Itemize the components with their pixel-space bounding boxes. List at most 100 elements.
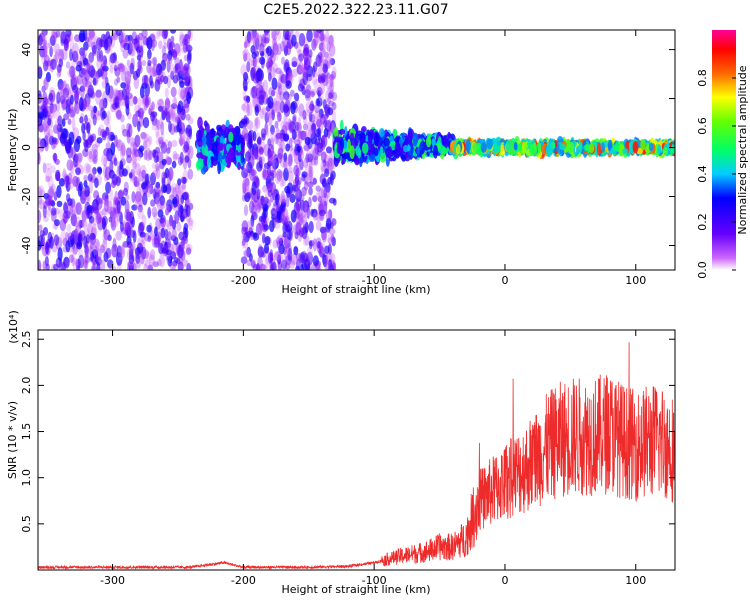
heatmap-cell [280,140,285,152]
heatmap-cell [308,171,313,184]
heatmap-cell [407,131,413,144]
heatmap-cell [173,153,180,160]
heatmap-cell [155,138,162,145]
heatmap-cell [301,186,307,197]
heatmap-cell [304,89,311,99]
heatmap-cell [148,136,153,145]
heatmap-cell [65,83,70,96]
heatmap-cell [105,181,112,194]
heatmap-cell [183,191,190,201]
heatmap-cell [302,71,309,86]
heatmap-cell [103,229,111,241]
heatmap-cell [252,30,257,39]
heatmap-cell [170,105,176,120]
heatmap-cell [273,100,279,112]
heatmap-cell [146,54,151,62]
heatmap-cell [122,49,129,59]
heatmap-cell [107,234,112,242]
heatmap-cell [349,145,355,160]
heatmap-cell [87,222,93,236]
heatmap-cell [578,142,583,153]
heatmap-cell [97,110,102,117]
heatmap-cell [264,257,269,270]
heatmap-cell [93,205,99,216]
heatmap-cell [97,127,102,137]
heatmap-cell [151,238,158,248]
heatmap-cell [271,30,277,39]
heatmap-cell [90,265,96,270]
heatmap-cell [318,82,326,96]
heatmap-cell [279,176,285,188]
heatmap-cell [41,85,46,93]
heatmap-cell [118,63,125,73]
heatmap-cell [240,139,245,151]
heatmap-cell [285,254,292,265]
heatmap-cell [132,142,138,154]
heatmap-cell [166,249,172,256]
heatmap-cell [308,221,314,233]
heatmap-cell [87,173,93,182]
heatmap-cell [134,37,140,51]
heatmap-cell [237,162,241,171]
heatmap-cell [152,169,158,177]
heatmap-cell [187,158,192,169]
heatmap-cell [137,120,141,132]
heatmap-cell [45,71,52,83]
heatmap-cell [55,169,61,182]
y-tick-label: 1.0 [20,469,33,487]
heatmap-cell [299,159,304,171]
heatmap-cell [276,170,283,179]
heatmap-cell [180,134,186,145]
heatmap-cell [291,34,297,47]
heatmap-cell [50,58,57,70]
heatmap-cell [184,79,191,87]
heatmap-cell [121,142,126,156]
heatmap-cell [294,139,301,146]
heatmap-cell [55,48,62,57]
heatmap-cell [263,243,269,254]
top-y-axis-label: Frequency (Hz) [6,109,19,192]
heatmap-cell [632,141,639,154]
heatmap-cell [136,60,142,71]
heatmap-cell [100,259,105,270]
heatmap-cell [113,60,120,69]
heatmap-cell [305,79,311,91]
heatmap-cell [58,178,65,187]
heatmap-cell [306,246,313,258]
heatmap-cell [126,211,132,222]
heatmap-cell [152,63,159,78]
heatmap-cell [217,142,224,151]
heatmap-cell [373,147,379,157]
heatmap-cell [38,152,41,166]
heatmap-cell [92,156,97,163]
heatmap-cell [119,94,125,107]
heatmap-cell [323,151,328,160]
heatmap-cell [96,212,101,221]
heatmap-cell [87,148,95,163]
heatmap-cell [108,54,116,64]
heatmap-cell [166,157,173,165]
heatmap-cell [149,75,153,86]
heatmap-cell [47,117,52,126]
heatmap-cell [155,124,160,138]
heatmap-cell [39,45,46,58]
heatmap-cell [316,264,321,270]
heatmap-cell [126,59,131,68]
heatmap-cell [163,30,169,39]
heatmap-cell [42,39,47,46]
heatmap-cell [379,146,384,156]
heatmap-cell [74,153,81,166]
heatmap-cell [84,139,89,153]
heatmap-cell [173,96,178,110]
heatmap-cell [134,195,139,205]
heatmap-cell [211,158,218,166]
heatmap-cell [309,240,313,250]
heatmap-cell [178,156,183,166]
heatmap-cell [61,261,66,270]
heatmap-cell [57,115,63,127]
heatmap-cell [319,173,326,185]
heatmap-cell [120,196,127,206]
heatmap-cell [79,47,85,56]
heatmap-cell [310,208,315,217]
